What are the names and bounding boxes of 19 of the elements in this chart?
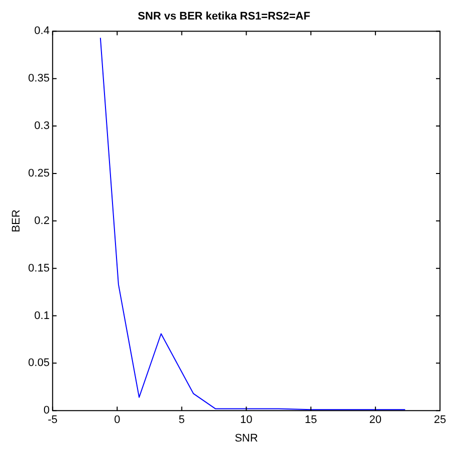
y-tick-label: 0.25 — [28, 168, 50, 180]
x-tick-label: 5 — [178, 414, 185, 426]
x-tick-label: 25 — [434, 414, 446, 426]
y-tick-label: 0 — [43, 404, 50, 417]
x-tick-label: 10 — [240, 414, 252, 426]
y-tick-label: 0.1 — [34, 310, 50, 322]
x-tick-label: 20 — [369, 414, 382, 426]
x-tick-label: 15 — [304, 414, 317, 426]
y-tick-label: 0.3 — [34, 120, 50, 132]
y-tick-label: 0.35 — [28, 72, 50, 85]
y-axis-title: BER — [10, 210, 23, 232]
y-tick-label: 0.4 — [34, 25, 50, 38]
x-axis-title: SNR — [234, 432, 258, 444]
y-tick-label: 0.15 — [28, 262, 50, 274]
x-tick-label: -5 — [48, 414, 58, 426]
y-tick-label: 0.05 — [28, 357, 50, 370]
y-tick-label: 0.2 — [34, 214, 50, 227]
x-tick-label: 0 — [114, 414, 120, 426]
chart-title: SNR vs BER ketika RS1=RS2=AF — [138, 10, 310, 23]
